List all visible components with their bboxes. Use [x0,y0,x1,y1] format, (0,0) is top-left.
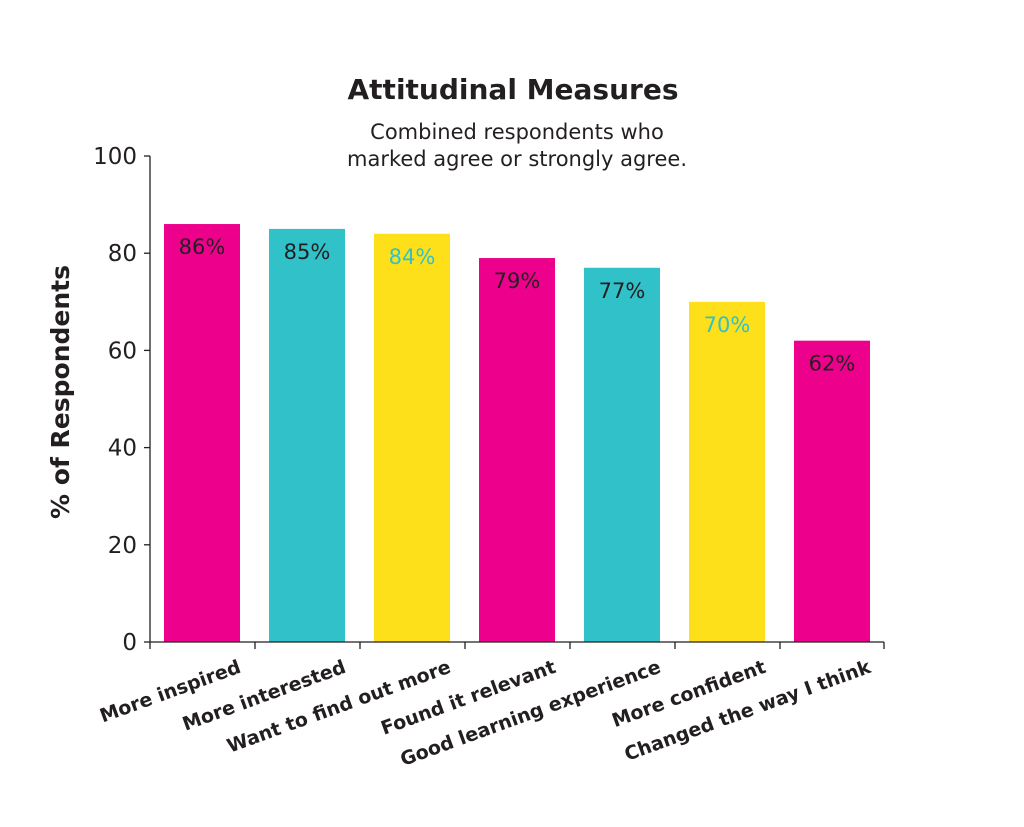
x-axis [149,641,885,649]
bar [164,224,240,643]
chart-subtitle-line-2: marked agree or strongly agree. [347,147,687,171]
bar [584,267,660,642]
bar [794,340,870,642]
y-tick-label: 80 [108,241,137,267]
chart-title: Attitudinal Measures [348,73,679,106]
bar-data-label: 79% [494,269,541,293]
bars-group: 86% 85% 84% 79% 77% 70% 62% [164,224,870,643]
bar [374,233,450,642]
bar-data-label: 86% [179,235,226,259]
y-axis-label: % of Respondents [46,265,75,519]
bar-data-label: 62% [809,352,856,376]
y-tick-label: 0 [122,630,137,656]
y-tick-label: 20 [108,533,137,559]
bar-data-label: 85% [284,240,331,264]
bar-data-label: 77% [599,279,646,303]
y-tick-label: 100 [93,144,137,170]
chart-subtitle-line-1: Combined respondents who [370,120,664,144]
bar-data-label: 70% [704,313,751,337]
bar [689,301,765,642]
y-tick-label: 60 [108,338,137,364]
y-tick-label: 40 [108,436,137,462]
bar [479,258,555,642]
bar [269,228,345,642]
bar-data-label: 84% [389,245,436,269]
y-axis: 0 20 40 60 80 100 [93,144,151,656]
